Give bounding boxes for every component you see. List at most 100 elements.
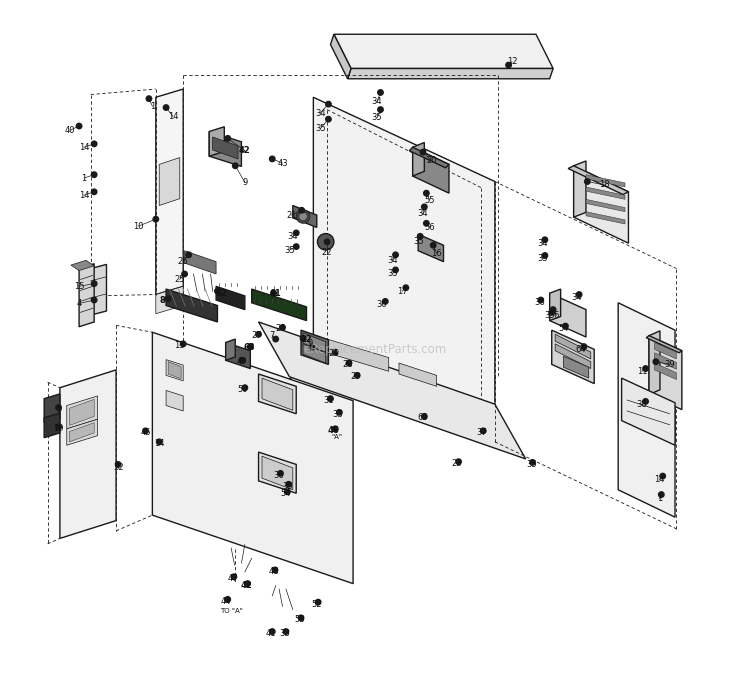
Text: 29: 29 bbox=[350, 372, 361, 382]
Text: 14: 14 bbox=[79, 142, 89, 152]
Text: 49: 49 bbox=[236, 357, 247, 366]
Circle shape bbox=[332, 426, 338, 432]
Text: 31: 31 bbox=[323, 396, 334, 406]
Text: 56: 56 bbox=[424, 223, 435, 232]
Text: 46: 46 bbox=[328, 425, 340, 435]
Text: 64: 64 bbox=[575, 345, 586, 354]
Circle shape bbox=[92, 141, 97, 147]
Circle shape bbox=[430, 242, 436, 248]
Text: 35: 35 bbox=[372, 113, 382, 123]
Text: 65: 65 bbox=[418, 413, 428, 423]
Text: 41: 41 bbox=[266, 629, 276, 638]
Circle shape bbox=[326, 116, 332, 122]
Circle shape bbox=[420, 149, 426, 155]
Circle shape bbox=[273, 336, 278, 342]
Circle shape bbox=[577, 292, 582, 297]
Text: 34: 34 bbox=[387, 256, 398, 265]
Circle shape bbox=[239, 358, 244, 363]
Circle shape bbox=[550, 307, 556, 312]
Polygon shape bbox=[327, 339, 388, 371]
Text: 23: 23 bbox=[452, 459, 463, 469]
Text: 55: 55 bbox=[424, 195, 435, 205]
Polygon shape bbox=[314, 97, 495, 442]
Polygon shape bbox=[331, 34, 351, 79]
Polygon shape bbox=[649, 336, 682, 410]
Text: 1: 1 bbox=[81, 173, 86, 183]
Polygon shape bbox=[347, 68, 553, 79]
Polygon shape bbox=[67, 396, 98, 429]
Text: 5: 5 bbox=[56, 405, 62, 414]
Circle shape bbox=[378, 107, 383, 112]
Circle shape bbox=[293, 230, 299, 236]
Text: 35: 35 bbox=[387, 269, 398, 279]
Text: 11: 11 bbox=[637, 366, 647, 376]
Circle shape bbox=[324, 239, 330, 245]
Polygon shape bbox=[301, 330, 328, 364]
Text: 36: 36 bbox=[274, 471, 284, 480]
Polygon shape bbox=[259, 322, 526, 459]
Polygon shape bbox=[216, 286, 244, 310]
Polygon shape bbox=[574, 166, 628, 243]
Text: 7: 7 bbox=[269, 331, 275, 340]
Text: 35: 35 bbox=[282, 482, 292, 491]
Polygon shape bbox=[655, 363, 676, 379]
Polygon shape bbox=[568, 166, 628, 195]
Text: 35: 35 bbox=[544, 310, 555, 320]
Polygon shape bbox=[184, 251, 216, 274]
Text: 34: 34 bbox=[287, 232, 298, 241]
Polygon shape bbox=[586, 175, 625, 187]
Circle shape bbox=[116, 462, 121, 467]
Text: 42: 42 bbox=[239, 146, 250, 155]
Circle shape bbox=[538, 297, 544, 303]
Text: 50: 50 bbox=[238, 384, 248, 394]
Polygon shape bbox=[550, 289, 561, 321]
Text: 13: 13 bbox=[175, 340, 185, 350]
Text: 10: 10 bbox=[134, 221, 144, 231]
Polygon shape bbox=[166, 289, 218, 322]
Text: 35: 35 bbox=[526, 460, 536, 469]
Text: 40: 40 bbox=[65, 125, 76, 135]
Circle shape bbox=[424, 221, 429, 226]
Polygon shape bbox=[574, 161, 586, 217]
Text: 6: 6 bbox=[554, 310, 560, 320]
Circle shape bbox=[584, 179, 590, 184]
Polygon shape bbox=[655, 342, 676, 359]
Polygon shape bbox=[303, 333, 326, 352]
Circle shape bbox=[286, 482, 292, 487]
Circle shape bbox=[422, 414, 427, 419]
Text: 19: 19 bbox=[53, 424, 64, 434]
Text: 20: 20 bbox=[426, 155, 436, 165]
Text: 1: 1 bbox=[657, 494, 662, 503]
Text: 63: 63 bbox=[243, 343, 255, 353]
Text: 61: 61 bbox=[270, 289, 281, 299]
Text: 18: 18 bbox=[599, 180, 610, 190]
Polygon shape bbox=[60, 370, 116, 538]
Text: 35: 35 bbox=[284, 245, 295, 255]
Polygon shape bbox=[259, 452, 296, 493]
Circle shape bbox=[418, 234, 423, 239]
Circle shape bbox=[660, 473, 665, 479]
Circle shape bbox=[393, 267, 398, 273]
Polygon shape bbox=[159, 158, 180, 206]
Polygon shape bbox=[555, 334, 591, 359]
Circle shape bbox=[542, 253, 548, 258]
Polygon shape bbox=[67, 419, 98, 445]
Polygon shape bbox=[586, 199, 625, 212]
Polygon shape bbox=[292, 206, 316, 227]
Text: 34: 34 bbox=[418, 209, 428, 219]
Circle shape bbox=[269, 629, 275, 634]
Circle shape bbox=[153, 216, 158, 222]
Circle shape bbox=[562, 323, 568, 329]
Text: 53: 53 bbox=[294, 615, 305, 625]
Polygon shape bbox=[156, 89, 183, 295]
Text: 38: 38 bbox=[637, 399, 647, 409]
Circle shape bbox=[146, 96, 152, 101]
Text: 4: 4 bbox=[76, 299, 82, 308]
Text: 36: 36 bbox=[534, 298, 544, 308]
Circle shape bbox=[92, 281, 97, 286]
Text: 32: 32 bbox=[112, 462, 124, 472]
Text: 35: 35 bbox=[413, 236, 424, 246]
Circle shape bbox=[643, 366, 648, 371]
Polygon shape bbox=[555, 344, 591, 369]
Circle shape bbox=[92, 297, 97, 303]
